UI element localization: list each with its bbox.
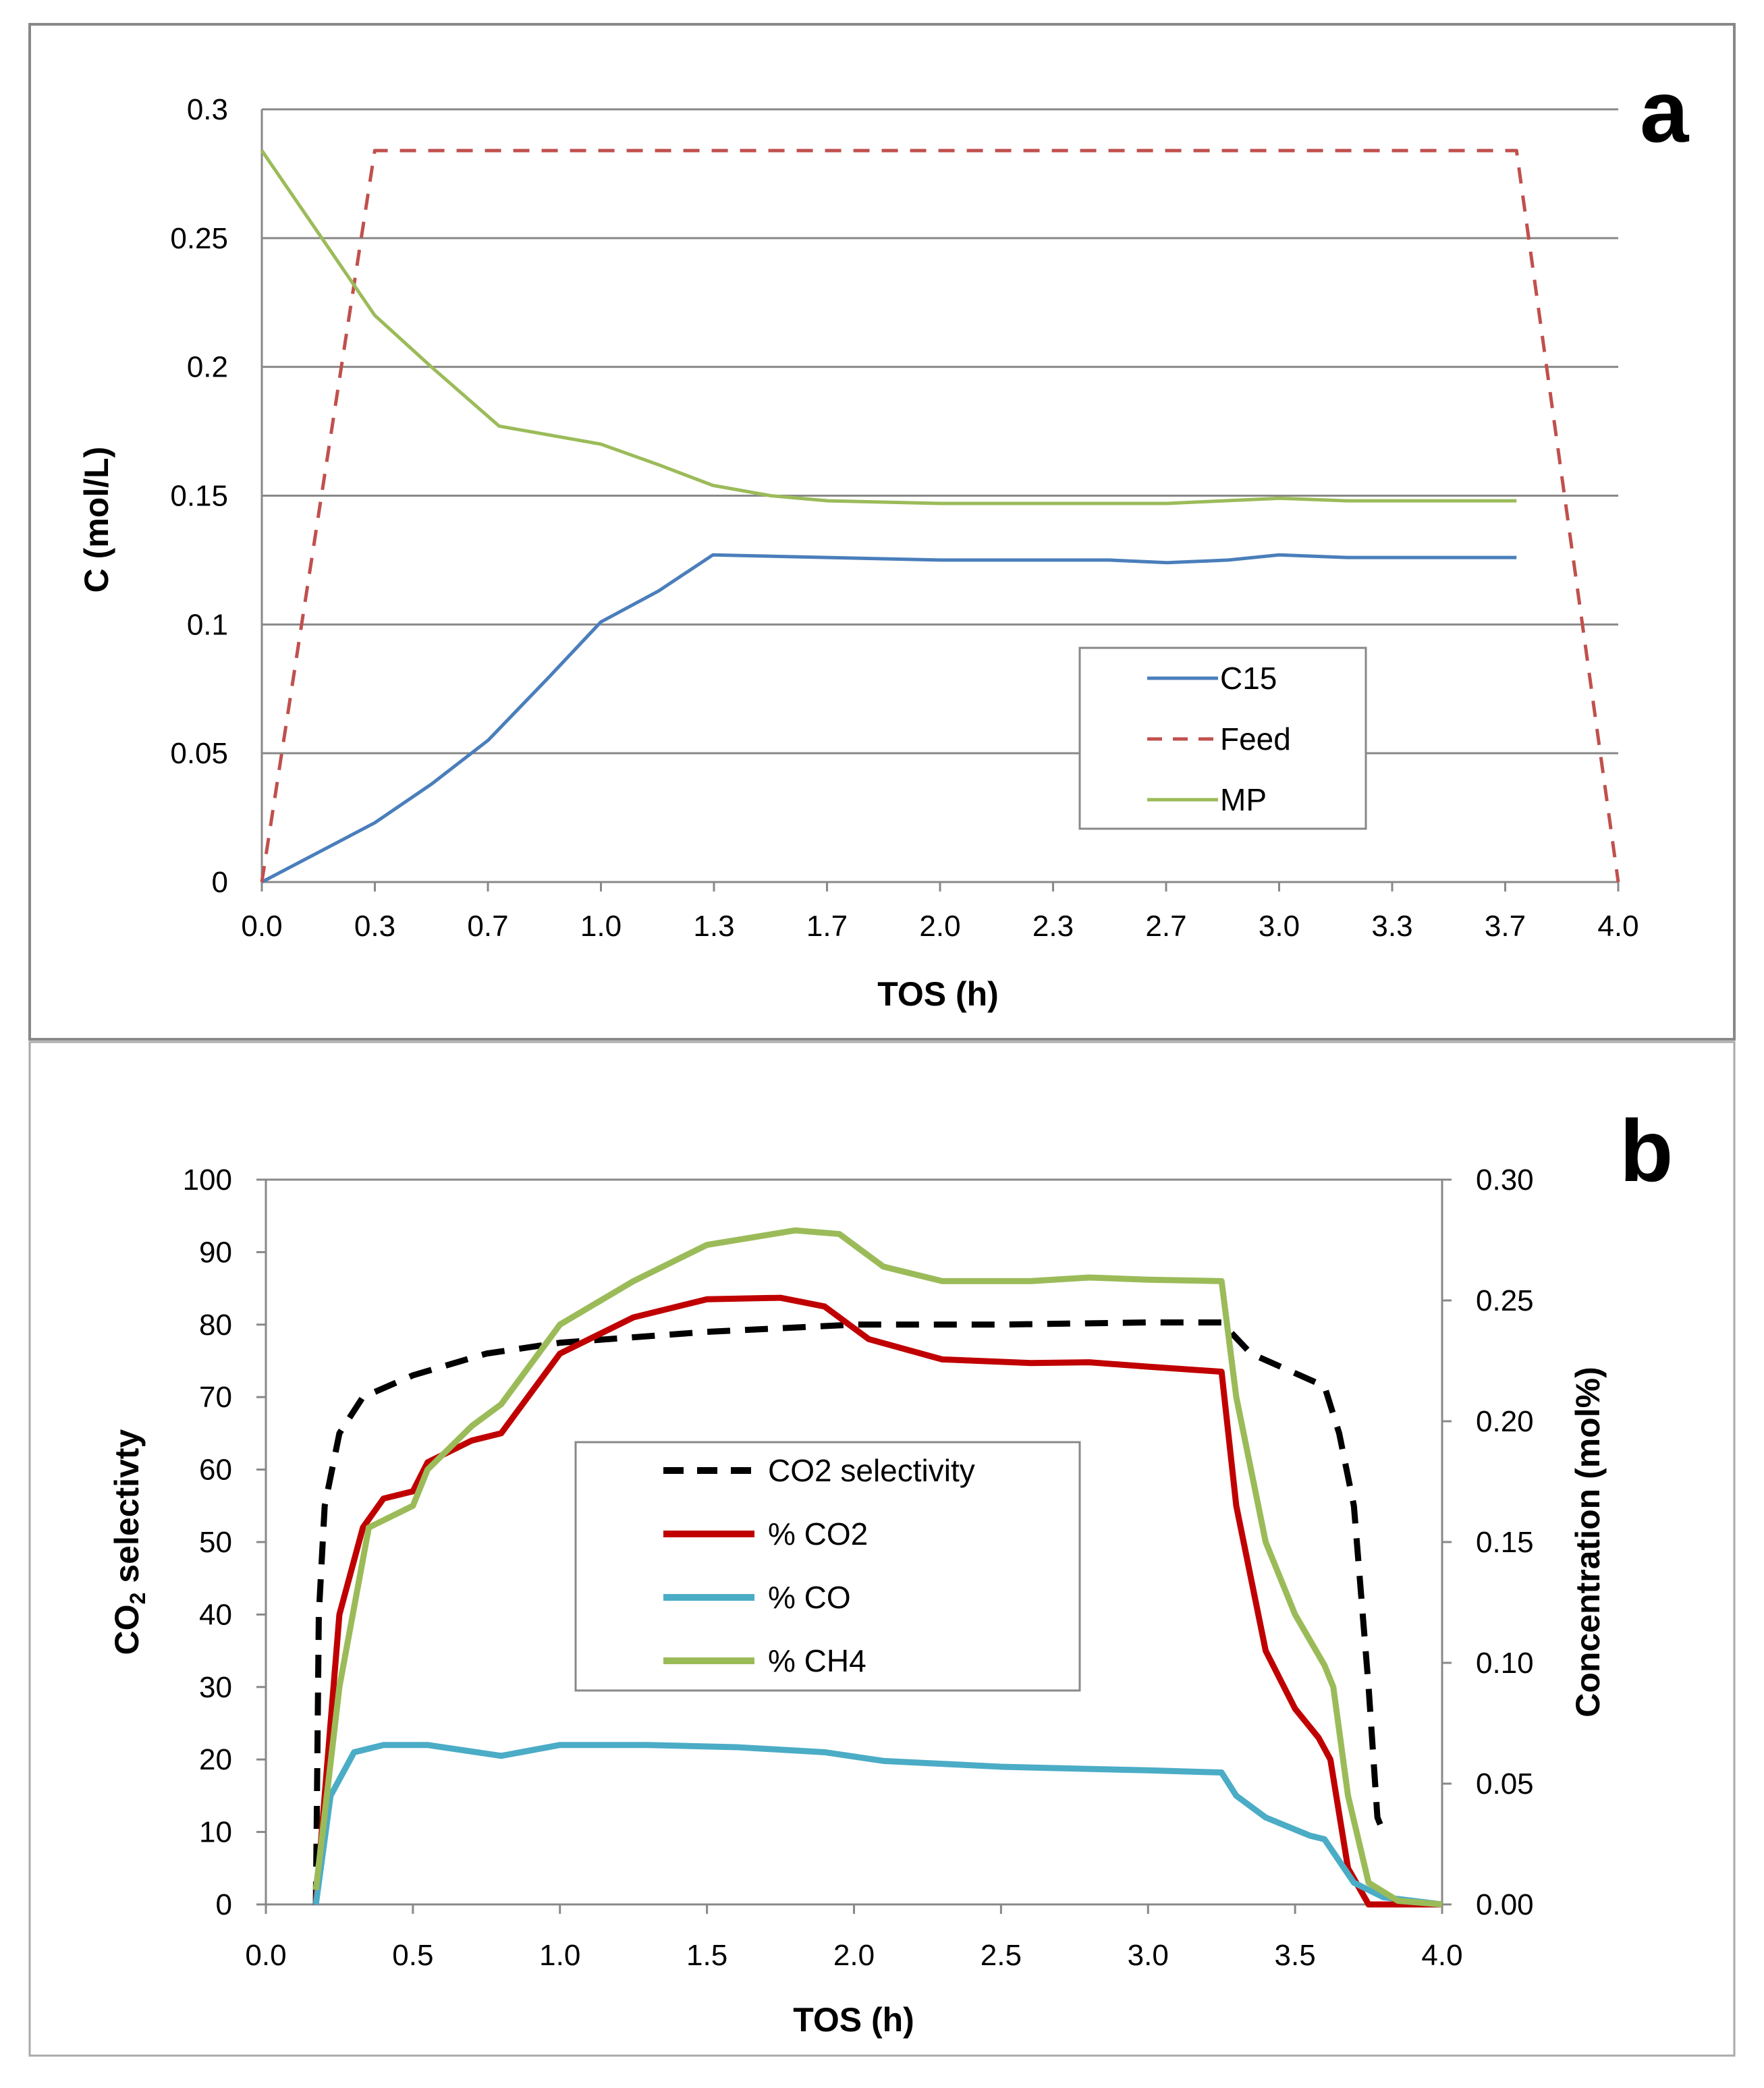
y-tick-label: 0.05 bbox=[170, 737, 228, 770]
x-tick-label: 1.0 bbox=[539, 1939, 580, 1972]
y-tick-label: 30 bbox=[199, 1671, 232, 1704]
x-tick-label: 0.0 bbox=[241, 910, 282, 943]
y2-tick-label: 0.05 bbox=[1476, 1767, 1534, 1801]
x-tick-label: 4.0 bbox=[1421, 1939, 1462, 1972]
y-tick-label: 40 bbox=[199, 1598, 232, 1631]
panel-b-label: b bbox=[1620, 1101, 1673, 1200]
series-line-co bbox=[312, 1742, 1443, 1908]
y-tick-label: 90 bbox=[199, 1236, 232, 1269]
series-line-mp bbox=[260, 149, 1517, 505]
y-title-subscript: 2 bbox=[126, 1593, 150, 1605]
x-tick-label: 3.5 bbox=[1275, 1939, 1316, 1972]
x-tick-label: 0.7 bbox=[467, 910, 508, 943]
x-tick-label: 3.0 bbox=[1128, 1939, 1169, 1972]
legend-label-ch4: % CH4 bbox=[768, 1643, 866, 1678]
series-line-c15 bbox=[260, 553, 1517, 884]
y2-tick-label: 0.20 bbox=[1476, 1405, 1534, 1438]
x-tick-label: 1.3 bbox=[693, 910, 734, 943]
y2-tick-label: 0.15 bbox=[1476, 1526, 1534, 1559]
x-tick-label: 0.3 bbox=[354, 910, 395, 943]
y-tick-label: 80 bbox=[199, 1309, 232, 1342]
x-tick-label: 3.0 bbox=[1259, 910, 1300, 943]
x-tick-label: 1.0 bbox=[580, 910, 622, 943]
y-tick-label: 0.25 bbox=[170, 222, 228, 255]
y-tick-label: 0 bbox=[216, 1888, 232, 1921]
x-tick-label: 2.0 bbox=[833, 1939, 875, 1972]
y-tick-label: 0.1 bbox=[187, 608, 228, 641]
chart-b-x-axis-title: TOS (h) bbox=[793, 2001, 914, 2039]
chart-a-x-axis-title: TOS (h) bbox=[877, 975, 999, 1013]
y2-tick-label: 0.00 bbox=[1476, 1888, 1534, 1921]
x-tick-label: 3.3 bbox=[1371, 910, 1412, 943]
legend-label-co2-selectivity: CO2 selectivity bbox=[768, 1453, 975, 1488]
chart-a-y-axis-title: C (mol/L) bbox=[78, 447, 115, 593]
chart-b: 0 10 20 30 40 50 60 70 80 90 100 0.00 0.05 0.10 0.15 0.… bbox=[183, 1163, 1534, 1972]
y-title-rest: selectivty bbox=[108, 1429, 146, 1593]
legend-label-co: % CO bbox=[768, 1580, 851, 1615]
y-tick-label: 0.3 bbox=[187, 93, 228, 126]
legend-label-c15: C15 bbox=[1220, 661, 1277, 696]
legend-label-feed: Feed bbox=[1220, 721, 1291, 757]
x-tick-label: 1.5 bbox=[686, 1939, 727, 1972]
y-tick-label: 0 bbox=[212, 866, 228, 899]
series-line-co2 bbox=[312, 1294, 1442, 1908]
legend-box bbox=[1078, 647, 1367, 830]
panel-a-frame bbox=[28, 23, 1736, 1041]
x-tick-label: 2.0 bbox=[919, 910, 960, 943]
legend-box bbox=[574, 1441, 1081, 1692]
y-tick-label: 50 bbox=[199, 1526, 232, 1559]
x-tick-label: 4.0 bbox=[1597, 910, 1638, 943]
legend-label-co2: % CO2 bbox=[768, 1516, 868, 1551]
x-tick-label: 3.7 bbox=[1485, 910, 1526, 943]
x-tick-label: 2.5 bbox=[981, 1939, 1022, 1972]
panel-a-label: a bbox=[1640, 62, 1690, 161]
y-tick-label: 70 bbox=[199, 1381, 232, 1414]
series-line-feed bbox=[260, 148, 1620, 883]
x-tick-label: 0.5 bbox=[392, 1939, 433, 1972]
x-tick-label: 1.7 bbox=[806, 910, 848, 943]
x-tick-label: 0.0 bbox=[245, 1939, 286, 1972]
y2-tick-label: 0.30 bbox=[1476, 1163, 1534, 1197]
y-tick-label: 0.2 bbox=[187, 351, 228, 384]
y-tick-label: 0.15 bbox=[170, 480, 228, 513]
y-tick-label: 100 bbox=[183, 1163, 232, 1197]
series-line-ch4 bbox=[312, 1227, 1443, 1908]
y2-tick-label: 0.10 bbox=[1476, 1647, 1534, 1680]
chart-b-y2-axis-title: Concentration (mol%) bbox=[1569, 1367, 1607, 1717]
x-tick-label: 2.3 bbox=[1032, 910, 1074, 943]
x-tick-label: 2.7 bbox=[1145, 910, 1186, 943]
y-tick-label: 60 bbox=[199, 1454, 232, 1487]
chart-a: 0 0.05 0.1 0.15 0.2 0.25 0.3 0.0 0.3 0.7 1.0 1.3 1.7… bbox=[170, 93, 1638, 943]
y-tick-label: 20 bbox=[199, 1743, 232, 1776]
chart-b-y-axis-title: CO2 selectivty bbox=[108, 1429, 150, 1655]
y-tick-label: 10 bbox=[199, 1816, 232, 1849]
legend-label-mp: MP bbox=[1220, 782, 1267, 817]
y2-tick-label: 0.25 bbox=[1476, 1284, 1534, 1317]
y-title-main: CO bbox=[108, 1604, 146, 1655]
